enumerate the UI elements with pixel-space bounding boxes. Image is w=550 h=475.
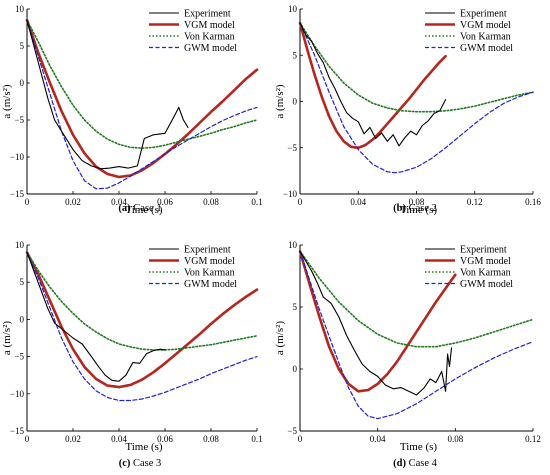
y-axis-label: a (m/s²) bbox=[274, 321, 286, 355]
panel-label: (d) bbox=[393, 458, 406, 469]
y-tick-label: 10 bbox=[15, 4, 25, 14]
panel-case: Case 4 bbox=[406, 458, 438, 469]
legend-label: VGM model bbox=[460, 20, 511, 31]
x-tick-label: 0.08 bbox=[203, 434, 219, 444]
series-line-gwm-model bbox=[26, 19, 258, 190]
x-tick-label: 0 bbox=[298, 197, 303, 207]
panel-case: Case 2 bbox=[406, 203, 437, 214]
legend-label: VGM model bbox=[184, 256, 235, 267]
y-tick-label: 0 bbox=[20, 314, 25, 324]
x-tick-label: 0.04 bbox=[111, 197, 127, 207]
legend-label: Von Karman bbox=[460, 32, 511, 43]
x-axis-label: Time (s) bbox=[125, 204, 163, 216]
x-tick-label: 0.1 bbox=[251, 197, 262, 207]
legend-label: GWM model bbox=[184, 279, 237, 290]
legend-label: GWM model bbox=[184, 43, 237, 54]
y-tick-label: 5 bbox=[20, 277, 25, 287]
series-line-experiment bbox=[299, 22, 447, 147]
legend-label: VGM model bbox=[184, 20, 235, 31]
y-tick-label: 10 bbox=[288, 240, 298, 250]
legend-label: Von Karman bbox=[184, 268, 235, 279]
y-axis-label: a (m/s²) bbox=[274, 84, 286, 118]
x-tick-label: 0.06 bbox=[157, 434, 173, 444]
series-line-vgm-model bbox=[298, 21, 447, 150]
legend-label: Experiment bbox=[184, 9, 231, 20]
legend-label: GWM model bbox=[460, 279, 513, 290]
y-tick-label: −15 bbox=[10, 426, 25, 436]
x-tick-label: 0.04 bbox=[370, 434, 386, 444]
y-tick-label: −10 bbox=[10, 152, 25, 162]
series-line-gwm-model bbox=[26, 251, 258, 402]
y-tick-label: 0 bbox=[293, 97, 298, 107]
x-tick-label: 0.08 bbox=[409, 197, 425, 207]
series-line-experiment bbox=[26, 19, 189, 170]
x-tick-label: 0.12 bbox=[467, 197, 483, 207]
x-tick-label: 0.08 bbox=[447, 434, 463, 444]
series-line-gwm-model bbox=[299, 22, 534, 174]
legend-label: Von Karman bbox=[184, 32, 235, 43]
x-axis-label: Time (s) bbox=[400, 204, 438, 216]
panel-caption: (b) Case 2 bbox=[393, 203, 437, 214]
x-tick-label: 0.04 bbox=[111, 434, 127, 444]
series-line-experiment bbox=[299, 250, 453, 396]
panel-label: (c) bbox=[119, 458, 131, 469]
series-line-vgm-model bbox=[25, 251, 259, 389]
panel-label: (b) bbox=[393, 203, 406, 214]
series-line-von-karman bbox=[26, 251, 258, 351]
series-line-experiment bbox=[26, 251, 166, 382]
x-tick-label: 0.08 bbox=[203, 197, 219, 207]
legend-label: Experiment bbox=[184, 245, 231, 256]
legend-label: Experiment bbox=[460, 245, 507, 256]
y-tick-label: −5 bbox=[14, 352, 24, 362]
legend-label: Experiment bbox=[460, 9, 507, 20]
x-tick-label: 0.06 bbox=[157, 197, 173, 207]
x-tick-label: 0.1 bbox=[251, 434, 262, 444]
panel-case: Case 3 bbox=[130, 458, 161, 469]
x-tick-label: 0.04 bbox=[350, 197, 366, 207]
series-line-vgm-model bbox=[298, 249, 457, 393]
y-tick-label: 0 bbox=[293, 364, 298, 374]
y-axis-label: a (m/s²) bbox=[1, 321, 13, 355]
panel-label: (a) bbox=[118, 203, 131, 214]
x-tick-label: 0.02 bbox=[65, 434, 81, 444]
y-tick-label: 5 bbox=[20, 41, 25, 51]
x-tick-label: 0 bbox=[25, 434, 30, 444]
series-line-von-karman bbox=[299, 250, 534, 348]
y-tick-label: −5 bbox=[14, 115, 24, 125]
x-tick-label: 0.02 bbox=[65, 197, 81, 207]
x-axis-label: Time (s) bbox=[125, 441, 163, 453]
legend-label: VGM model bbox=[460, 256, 511, 267]
chart-panel-2: 0 0.04 0.08 0.12 0.16 −10 −5 0 5 10 Time (s) a (m/s… bbox=[274, 4, 541, 216]
y-tick-label: −5 bbox=[287, 426, 297, 436]
x-tick-label: 0.16 bbox=[525, 197, 541, 207]
y-tick-label: −10 bbox=[10, 389, 25, 399]
y-tick-label: 10 bbox=[15, 240, 25, 250]
panel-caption: (c) Case 3 bbox=[119, 458, 162, 469]
panel-case: Case 1 bbox=[131, 203, 162, 214]
y-tick-label: 5 bbox=[293, 50, 298, 60]
legend-label: Von Karman bbox=[460, 268, 511, 279]
y-tick-label: −5 bbox=[287, 143, 297, 153]
legend-label: GWM model bbox=[460, 43, 513, 54]
y-axis-label: a (m/s²) bbox=[1, 84, 13, 118]
y-tick-label: 10 bbox=[288, 4, 298, 14]
y-tick-label: 0 bbox=[20, 78, 25, 88]
series-line-von-karman bbox=[299, 22, 534, 113]
y-tick-label: 5 bbox=[293, 302, 298, 312]
x-tick-label: 0 bbox=[298, 434, 303, 444]
series-line-gwm-model bbox=[299, 250, 534, 420]
x-axis-label: Time (s) bbox=[400, 441, 438, 453]
chart-panel-1: 0 0.02 0.04 0.06 0.08 0.1 −15 −10 −5 0 5 10 Time (s)… bbox=[1, 4, 263, 216]
series-line-vgm-model bbox=[25, 18, 259, 179]
y-tick-label: −15 bbox=[10, 189, 25, 199]
x-tick-label: 0.12 bbox=[525, 434, 541, 444]
y-tick-label: −10 bbox=[283, 189, 298, 199]
panel-caption: (d) Case 4 bbox=[393, 458, 438, 469]
chart-panel-3: 0 0.02 0.04 0.06 0.08 0.1 −15 −10 −5 0 5 10 Time (s)… bbox=[1, 240, 263, 469]
panel-caption: (a) Case 1 bbox=[118, 203, 161, 214]
x-tick-label: 0 bbox=[25, 197, 30, 207]
